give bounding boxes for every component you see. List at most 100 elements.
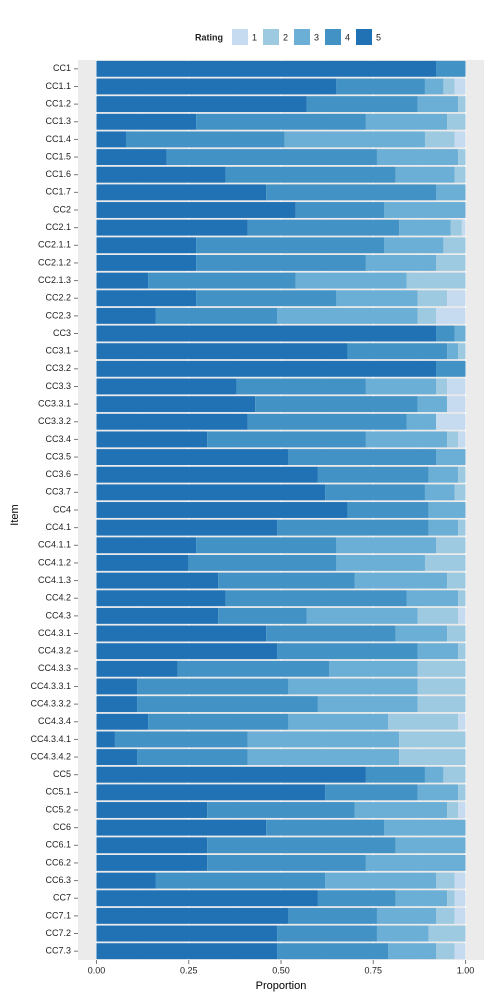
legend-label: 4 — [345, 32, 350, 42]
y-tick-label: CC2.1 — [45, 222, 71, 232]
bar-segment — [424, 131, 455, 148]
bar-segment — [443, 766, 466, 783]
bar-segment — [96, 625, 267, 642]
x-tick-label: 1.00 — [457, 965, 475, 975]
y-tick-label: CC5 — [53, 769, 71, 779]
bar-segment — [388, 943, 437, 960]
y-tick-label: CC3.2 — [45, 363, 71, 373]
bar-segment — [207, 802, 355, 818]
bar-segment — [148, 713, 289, 730]
y-tick-label: CC5.2 — [45, 804, 71, 814]
bar-segment — [325, 484, 425, 501]
bar-segment — [96, 325, 437, 342]
y-tick-label: CC6.3 — [45, 875, 71, 885]
bar-segment — [96, 713, 149, 730]
bar-segment — [96, 149, 167, 165]
y-tick-label: CC7.2 — [45, 928, 71, 938]
bar-segment — [96, 272, 149, 289]
legend-swatch — [294, 29, 310, 45]
bar-segment — [406, 590, 459, 607]
y-tick-label: CC4.3.4.2 — [30, 751, 71, 761]
y-tick-label: CC4 — [53, 504, 71, 514]
bar-segment — [417, 607, 459, 624]
bar-segment — [447, 625, 466, 642]
bar-segment — [424, 766, 444, 783]
y-tick-label: CC6.1 — [45, 840, 71, 850]
y-tick-label: CC4.3 — [45, 610, 71, 620]
bar-segment — [196, 113, 366, 130]
bar-segment — [399, 219, 451, 236]
y-tick-label: CC7.1 — [45, 910, 71, 920]
bar-segment — [96, 449, 289, 465]
bar-segment — [454, 325, 466, 342]
bar-segment — [266, 184, 437, 201]
bar-segment — [436, 325, 455, 342]
bar-segment — [436, 907, 455, 924]
bar-segment — [454, 890, 466, 907]
y-tick-label: CC1.6 — [45, 169, 71, 179]
bar-segment — [317, 696, 418, 713]
bar-segment — [447, 343, 459, 360]
bar-segment — [406, 272, 466, 289]
bar-segment — [96, 378, 237, 395]
bar-segment — [395, 166, 455, 183]
y-tick-label: CC1 — [53, 63, 71, 73]
bar-segment — [284, 131, 425, 148]
bar-segment — [454, 907, 466, 924]
bar-segment — [428, 502, 466, 518]
bar-segment — [96, 219, 248, 236]
bar-segment — [365, 431, 448, 448]
bar-segment — [336, 537, 437, 554]
bar-segment — [96, 590, 226, 607]
y-tick-label: CC3.4 — [45, 434, 71, 444]
bar-segment — [365, 378, 437, 395]
y-tick-label: CC4.3.3.2 — [30, 698, 71, 708]
bar-segment — [424, 484, 455, 501]
bar-segment — [188, 555, 337, 571]
bar-segment — [395, 837, 466, 854]
legend-swatch — [356, 29, 372, 45]
bar-segment — [447, 113, 466, 130]
y-tick-label: CC1.7 — [45, 187, 71, 197]
bar-segment — [218, 607, 307, 624]
y-tick-label: CC4.3.1 — [38, 628, 71, 638]
bar-segment — [96, 413, 248, 430]
y-tick-label: CC1.1 — [45, 81, 71, 91]
bar-segment — [288, 449, 437, 465]
bar-segment — [447, 802, 459, 818]
bar-segment — [247, 413, 407, 430]
bar-segment — [96, 202, 296, 218]
bar-segment — [454, 166, 466, 183]
bar-segment — [306, 96, 418, 113]
x-tick-label: 0.75 — [365, 965, 383, 975]
bar-segment — [436, 378, 448, 395]
y-axis-title: Item — [9, 504, 21, 525]
bar-segment — [288, 907, 377, 924]
y-tick-label: CC4.1.1 — [38, 540, 71, 550]
bar-segment — [196, 537, 337, 554]
legend-label: 1 — [252, 32, 257, 42]
y-tick-label: CC4.3.3 — [38, 663, 71, 673]
bar-segment — [96, 307, 156, 324]
bar-segment — [96, 607, 219, 624]
bar-segment — [96, 466, 318, 483]
y-tick-label: CC1.5 — [45, 151, 71, 161]
bar-segment — [436, 537, 466, 554]
bar-segment — [114, 731, 248, 748]
bar-segment — [96, 343, 348, 360]
bar-segment — [96, 184, 267, 201]
bar-segment — [247, 749, 400, 765]
bar-segment — [424, 555, 466, 571]
bar-segment — [436, 943, 455, 960]
bar-segment — [96, 943, 278, 960]
bar-segment — [96, 360, 437, 377]
bar-segment — [458, 96, 466, 113]
bar-segment — [295, 202, 385, 218]
bar-segment — [96, 890, 318, 907]
bar-segment — [266, 819, 385, 836]
y-tick-label: CC4.3.3.1 — [30, 681, 71, 691]
bar-segment — [384, 819, 466, 836]
bar-segment — [96, 819, 267, 836]
bar-segment — [96, 872, 156, 889]
